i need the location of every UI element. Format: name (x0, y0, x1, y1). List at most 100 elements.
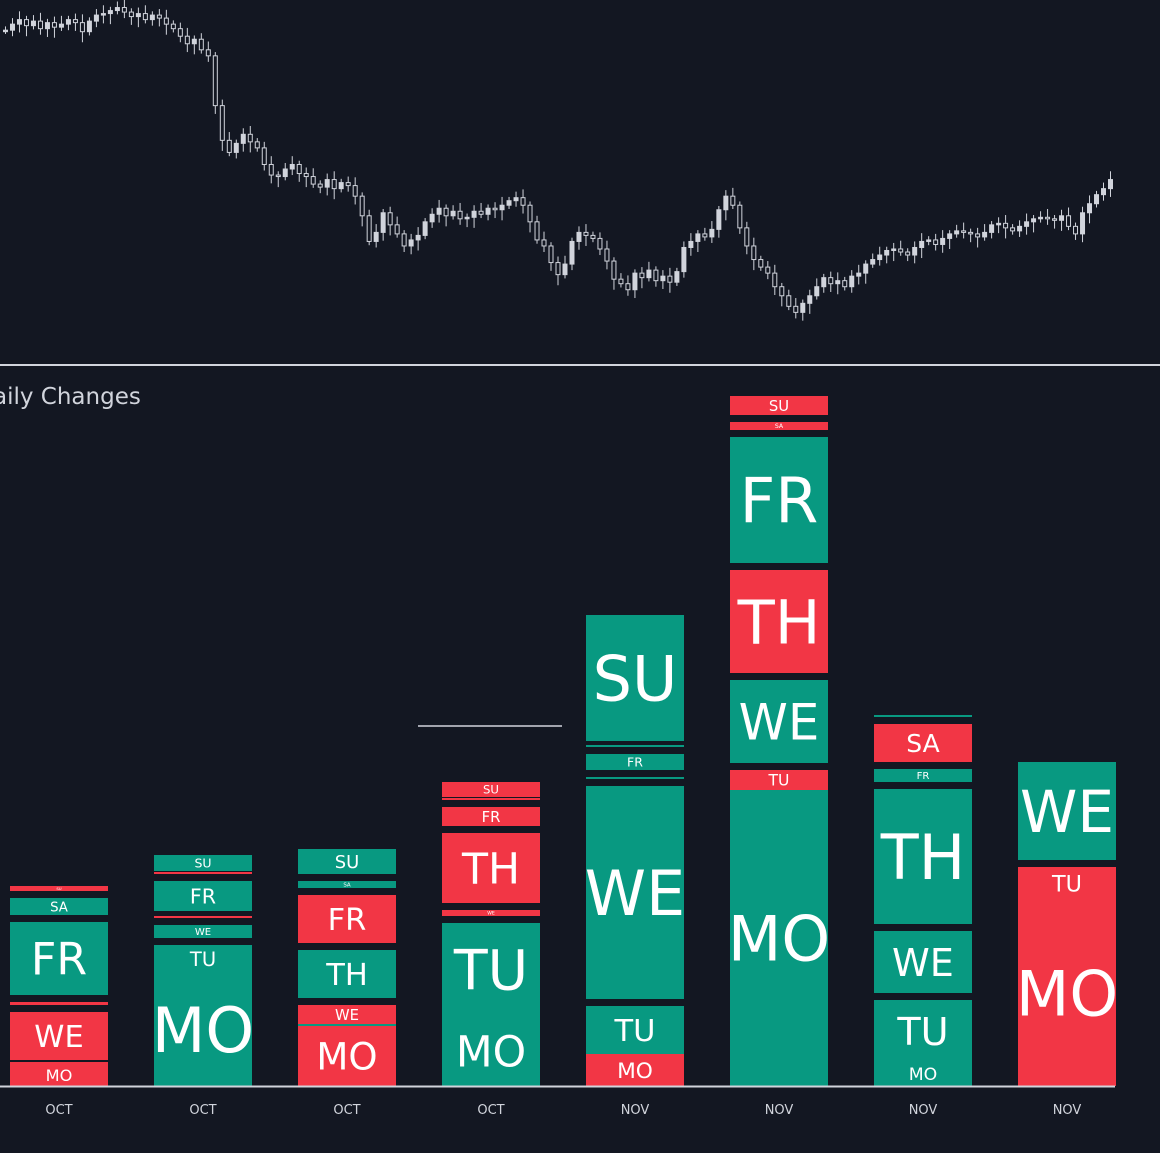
candle-body (590, 234, 596, 239)
candle-body (275, 174, 281, 178)
candle-body (184, 35, 190, 45)
candle-body (849, 275, 855, 288)
candle-body (702, 233, 708, 238)
bar-segment-su (874, 715, 972, 717)
bar-segment-we (1018, 762, 1116, 860)
bar-segment-we (298, 1005, 396, 1024)
candle-body (2, 29, 8, 33)
candle-body (1080, 212, 1086, 235)
bar-segment-label: WE (585, 857, 685, 930)
bar-segment-label: SU (483, 783, 499, 797)
candle-body (989, 224, 995, 233)
candle-body (394, 224, 400, 235)
candle-body (562, 263, 568, 276)
candle-body (429, 213, 435, 223)
bar-segment-label: TU (1051, 872, 1082, 898)
candle-body (359, 195, 365, 217)
bar-segment-label: WE (34, 1020, 83, 1055)
candle-body (660, 275, 666, 282)
candle-body (730, 195, 736, 206)
candle-body (9, 23, 15, 31)
candle-body (954, 230, 960, 235)
candle-body (79, 22, 85, 33)
bar-segment-fr (298, 895, 396, 943)
bar-segment-th (298, 950, 396, 998)
candle-body (1038, 216, 1044, 220)
candle-body (639, 272, 645, 279)
candle-body (86, 20, 92, 33)
candle-body (709, 228, 715, 238)
bar-segment-label: SU (56, 886, 61, 891)
bar-segment-th (154, 916, 252, 918)
bar-segment-label: MO (728, 902, 830, 975)
candle-body (597, 237, 603, 250)
candle-body (415, 234, 421, 241)
bar-segment-sa (874, 724, 972, 762)
bar-segment-fr (586, 754, 684, 770)
bar-segment-label: MO (456, 1027, 526, 1077)
candle-body (1059, 215, 1065, 221)
candle-body (926, 239, 932, 242)
candle-body (751, 245, 757, 261)
bar-segment-label: SA (50, 900, 68, 915)
candle-body (296, 163, 302, 175)
candle-body (919, 240, 925, 248)
candle-body (786, 295, 792, 307)
bar-segment-fr (730, 437, 828, 563)
indicator-panel-title: aily Changes (0, 384, 141, 410)
candle-body (821, 277, 827, 288)
candle-body (541, 239, 547, 247)
bar-segment-th (874, 789, 972, 924)
bar-segment-label: MO (152, 994, 254, 1067)
candle-body (191, 38, 197, 45)
candle-body (345, 182, 351, 187)
candle-body (226, 139, 232, 153)
x-tick-label: OCT (333, 1103, 360, 1118)
candle-body (331, 179, 337, 190)
candle-body (940, 237, 946, 245)
bar-segment-label: WE (195, 927, 211, 938)
x-tick-label: NOV (909, 1103, 938, 1118)
candle-body (905, 251, 911, 256)
bar-segment-label: TU (896, 1011, 948, 1055)
candle-body (758, 259, 764, 268)
candle-body (233, 142, 239, 153)
candle-body (443, 207, 449, 217)
daily-changes-stacked-bar-chart: MO WE FR SA SU OCT MO TU WE FR SU OCT MO WE TH FR SA SU OC… (0, 396, 1118, 1118)
candle-body (513, 197, 519, 202)
candle-body (128, 11, 134, 18)
candle-body (898, 248, 904, 253)
candle-body (975, 233, 981, 238)
bar-segment-we (442, 910, 540, 916)
bar-segment-label: MO (316, 1035, 377, 1078)
candle-body (681, 246, 687, 273)
candle-body (1031, 218, 1037, 223)
candle-body (401, 233, 407, 247)
bar-segment-label: MO (1016, 957, 1118, 1030)
bar-segment-sa (154, 872, 252, 874)
x-tick-label: OCT (189, 1103, 216, 1118)
bar-segment-label: TH (880, 821, 966, 894)
candle-body (744, 227, 750, 247)
bar-segment-label: TH (325, 958, 368, 993)
bar-segment-tu (298, 1024, 396, 1026)
bar-segment-label: FR (740, 464, 819, 537)
bar-segment-we (730, 680, 828, 763)
candle-body (366, 215, 372, 242)
candle-body (142, 13, 148, 21)
bar-segment-we (874, 931, 972, 993)
candle-body (1094, 194, 1100, 205)
pane-divider[interactable] (0, 364, 1160, 366)
candle-body (254, 141, 260, 149)
bar-segment-su (298, 849, 396, 874)
candle-body (156, 14, 162, 19)
candle-body (212, 55, 218, 107)
candle-body (555, 262, 561, 276)
bar-segment-label: MO (46, 1066, 73, 1085)
bar-segment-tu (10, 1062, 108, 1064)
candle-body (534, 221, 540, 241)
candle-body (464, 216, 470, 220)
bar-segment-tu (1018, 867, 1116, 900)
bar-segment-mo (298, 1026, 396, 1086)
bar-segment-fr (442, 807, 540, 826)
